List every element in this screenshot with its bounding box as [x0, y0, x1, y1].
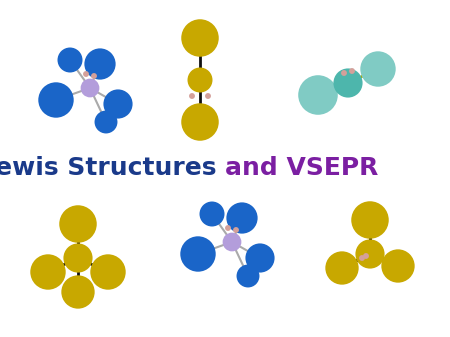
Point [52, 97, 59, 103]
Text: Drawing Lewis Structures: Drawing Lewis Structures [0, 156, 225, 180]
Point [196, 35, 203, 41]
Point [74, 289, 81, 295]
Point [204, 93, 212, 99]
Point [208, 211, 216, 217]
Point [348, 68, 356, 74]
Point [225, 225, 232, 231]
Point [189, 93, 196, 99]
Point [196, 77, 203, 83]
Point [104, 269, 112, 275]
Point [244, 273, 252, 279]
Point [74, 221, 81, 227]
Text: and VSEPR: and VSEPR [225, 156, 378, 180]
Point [45, 269, 52, 275]
Point [238, 215, 246, 221]
Point [362, 253, 369, 259]
Point [374, 66, 382, 72]
Point [232, 227, 239, 233]
Point [96, 61, 104, 67]
Point [256, 255, 264, 261]
Point [194, 251, 202, 257]
Point [315, 92, 322, 98]
Point [366, 217, 373, 223]
Point [86, 85, 94, 91]
Point [74, 255, 81, 261]
Point [344, 80, 351, 86]
Point [196, 119, 203, 125]
Point [114, 101, 122, 107]
Point [229, 239, 236, 245]
Point [90, 73, 98, 79]
Point [340, 70, 347, 76]
Point [82, 71, 90, 77]
Point [103, 119, 110, 125]
Point [366, 251, 373, 257]
Point [67, 57, 74, 63]
Point [338, 265, 346, 271]
Point [394, 263, 401, 269]
Point [358, 255, 365, 261]
